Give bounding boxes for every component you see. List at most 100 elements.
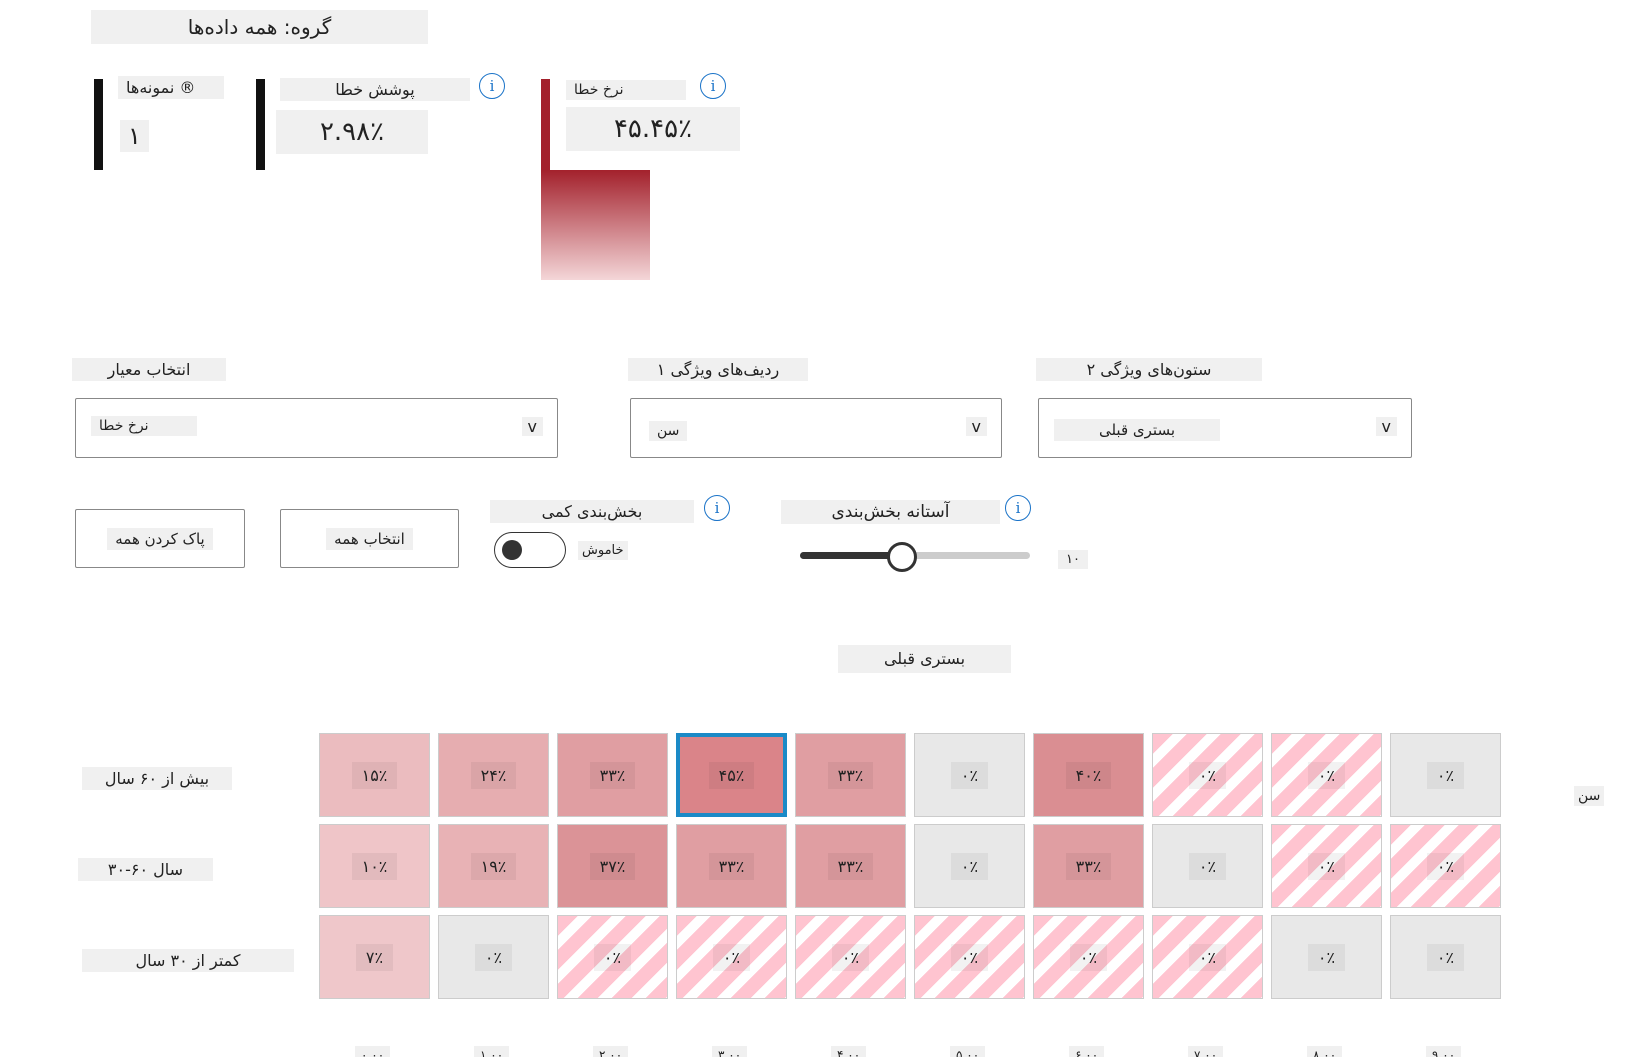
cell-label: ۰٪ [1307,943,1346,971]
heatmap-cell[interactable]: ۰٪ [1152,824,1263,908]
heatmap-cell[interactable]: ۳۳٪ [795,824,906,908]
group-title: گروه: همه داده‌ها [91,10,428,44]
heatmap-cell[interactable]: ۰٪ [914,824,1025,908]
heatmap-cell[interactable]: ۱۹٪ [438,824,549,908]
cell-label: ۰٪ [593,943,632,971]
dropdown[interactable]: نرخ خطا v [75,398,558,458]
metric-value: ۲.۹۸٪ [276,110,428,154]
heatmap-cell[interactable]: ۲۴٪ [438,733,549,817]
cell-label: ۰٪ [831,943,870,971]
cell-label: ۱۹٪ [470,852,517,880]
heatmap-cell[interactable]: ۰٪ [1390,915,1501,999]
heatmap-cell[interactable]: ۰٪ [557,915,668,999]
cell-label: ۲۴٪ [470,761,517,789]
column-label: ۶.۰۰ [1069,1046,1105,1057]
heatmap-cell[interactable]: ۰٪ [914,733,1025,817]
heatmap-cell[interactable]: ۰٪ [1271,915,1382,999]
button[interactable]: انتخاب همه [280,509,459,568]
button[interactable]: پاک کردن همه [75,509,245,568]
heatmap-cell[interactable]: ۴۰٪ [1033,733,1144,817]
heatmap-cell[interactable]: ۱۰٪ [319,824,430,908]
row-axis-label: سن [1574,786,1605,806]
cell-label: ۱۵٪ [351,761,398,789]
slider-fill [800,552,901,559]
cell-label: ۱۰٪ [351,852,398,880]
heatmap-cell[interactable]: ۳۳٪ [676,824,787,908]
cell-label: ۳۳٪ [827,761,874,789]
toggle[interactable] [494,532,566,568]
cell-label: ۰٪ [474,943,513,971]
heatmap-cell[interactable]: ۳۳٪ [795,733,906,817]
row-label: کمتر از ۳۰ سال [82,949,294,972]
dropdown[interactable]: بستری قبلی v [1038,398,1412,458]
toggle-knob [502,540,522,560]
heatmap-cell[interactable]: ۴۵٪ [676,733,787,817]
info-icon[interactable]: i [704,495,730,521]
dropdown-label: ردیف‌های ویژگی ۱ [628,358,808,381]
heatmap-cell[interactable]: ۰٪ [1033,915,1144,999]
cell-label: ۰٪ [950,852,989,880]
heatmap-cell[interactable]: ۱۵٪ [319,733,430,817]
heatmap-cell[interactable]: ۰٪ [1271,824,1382,908]
column-label: ۹.۰۰ [1426,1046,1462,1057]
cell-label: ۳۳٪ [1065,852,1112,880]
cell-label: ۳۳٪ [708,852,755,880]
metric-bar-gradient [541,170,650,280]
cell-label: ۰٪ [1069,943,1108,971]
heatmap-cell[interactable]: ۰٪ [1390,824,1501,908]
column-label: ۷.۰۰ [1188,1046,1224,1057]
cell-label: ۰٪ [950,761,989,789]
info-icon[interactable]: i [700,73,726,99]
column-label: ۲.۰۰ [593,1046,629,1057]
cell-label: ۷٪ [355,943,394,971]
toggle-state: خاموش [578,541,628,560]
cell-label: ۴۰٪ [1065,761,1112,789]
slider-thumb[interactable] [887,542,917,572]
metric-bar [541,79,550,170]
metric-label: نمونه‌ها ® [118,76,224,99]
cell-label: ۰٪ [1188,943,1227,971]
chevron: v [1375,417,1397,436]
row-label: ۳۰-۶۰ سال [78,858,213,881]
heatmap-cell[interactable]: ۰٪ [914,915,1025,999]
info-icon[interactable]: i [1005,495,1031,521]
dropdown[interactable]: سن v [630,398,1002,458]
metric-bar [94,79,103,170]
cell-label: ۰٪ [950,943,989,971]
column-title: بستری قبلی [838,645,1011,673]
cell-label: ۰٪ [1426,852,1465,880]
cell-label: ۳۷٪ [589,852,636,880]
heatmap-cell[interactable]: ۰٪ [1271,733,1382,817]
cell-label: ۰٪ [1188,852,1227,880]
column-label: ۴.۰۰ [831,1046,867,1057]
dropdown-value: بستری قبلی [1054,419,1220,441]
info-icon[interactable]: i [479,73,505,99]
cell-label: ۰٪ [1426,943,1465,971]
cell-label: ۳۳٪ [589,761,636,789]
metric-value: ۴۵.۴۵٪ [566,107,740,151]
cell-label: ۳۳٪ [827,852,874,880]
cell-label: ۰٪ [712,943,751,971]
slider-label: آستانه بخش‌بندی [781,500,1000,524]
heatmap-cell[interactable]: ۰٪ [676,915,787,999]
heatmap-cell[interactable]: ۳۳٪ [1033,824,1144,908]
row-label: بیش از ۶۰ سال [82,767,232,790]
heatmap-cell[interactable]: ۰٪ [795,915,906,999]
heatmap-cell[interactable]: ۷٪ [319,915,430,999]
column-label: ۰.۰۰ [355,1046,391,1057]
heatmap-cell[interactable]: ۳۳٪ [557,733,668,817]
column-label: ۱.۰۰ [474,1046,510,1057]
button-label: انتخاب همه [326,527,413,550]
button-label: پاک کردن همه [107,527,213,550]
column-label: ۵.۰۰ [950,1046,986,1057]
metric-value: ۱ [120,120,149,152]
toggle-label: بخش‌بندی کمی [490,500,694,523]
slider-value: ۱۰ [1058,550,1088,569]
heatmap-cell[interactable]: ۰٪ [1390,733,1501,817]
heatmap-cell[interactable]: ۰٪ [438,915,549,999]
heatmap-cell[interactable]: ۰٪ [1152,915,1263,999]
heatmap-cell[interactable]: ۳۷٪ [557,824,668,908]
metric-label: پوشش خطا [280,78,470,101]
metric-label: نرخ خطا [566,80,686,100]
heatmap-cell[interactable]: ۰٪ [1152,733,1263,817]
